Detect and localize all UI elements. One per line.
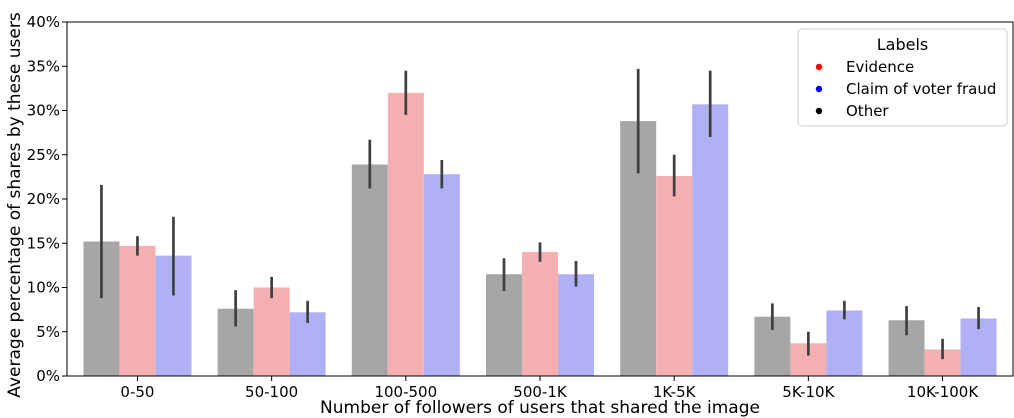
- legend-box: [797, 28, 1008, 127]
- y-tick-label: 25%: [27, 146, 60, 164]
- legend-marker: [815, 63, 823, 71]
- x-axis: 0-50 50-100 100-500 500-1K 1K-5K 5K-10K 10K-10…: [120, 376, 979, 401]
- y-tick-label: 30%: [27, 102, 60, 120]
- x-tick-label: 0-50: [120, 383, 154, 401]
- bar-evidence-50-100: [253, 287, 290, 376]
- y-tick-label: 35%: [27, 57, 60, 75]
- x-tick-label: 100-500: [374, 383, 437, 401]
- bar-other-500-1k: [486, 274, 522, 376]
- bar-claim-of-voter-fraud-5k-10k: [826, 310, 863, 376]
- bar-claim-of-voter-fraud-500-1k: [558, 274, 594, 376]
- bar-evidence-0-50: [119, 245, 156, 376]
- y-axis: 0% 5% 10% 15% 20% 25% 30% 35% 40%: [27, 13, 67, 385]
- bar-claim-of-voter-fraud-100-500: [423, 174, 460, 376]
- error-bars-layer: [100, 68, 980, 360]
- bar-evidence-1k-5k: [656, 175, 693, 376]
- y-tick-label: 40%: [27, 13, 60, 31]
- legend-title: Labels: [877, 35, 929, 54]
- y-tick-label: 10%: [27, 279, 60, 297]
- x-tick-label: 1K-5K: [653, 383, 697, 401]
- bar-evidence-100-500: [387, 92, 424, 377]
- y-axis-title: Average percentage of shares by these us…: [5, 12, 25, 398]
- legend-marker: [815, 107, 823, 115]
- bar-claim-of-voter-fraud-1k-5k: [692, 104, 729, 377]
- bar-other-100-500: [351, 164, 388, 376]
- legend-entry-label: Evidence: [846, 58, 914, 76]
- bar-evidence-500-1k: [522, 252, 558, 376]
- legend: Labels Evidence Claim of voter fraud Other: [797, 28, 1008, 127]
- x-tick-label: 50-100: [245, 383, 298, 401]
- y-tick-label: 0%: [36, 367, 60, 385]
- y-tick-label: 15%: [27, 234, 60, 252]
- x-tick-label: 5K-10K: [782, 383, 835, 401]
- x-tick-label: 500-1K: [513, 383, 568, 401]
- x-tick-label: 10K-100K: [907, 383, 979, 401]
- legend-entry-label: Claim of voter fraud: [846, 80, 996, 98]
- x-axis-title: Number of followers of users that shared…: [320, 398, 760, 418]
- legend-entry-label: Other: [846, 102, 889, 120]
- y-tick-label: 5%: [36, 323, 60, 341]
- bars-layer: [83, 92, 997, 377]
- y-tick-label: 20%: [27, 190, 60, 208]
- legend-marker: [815, 85, 823, 93]
